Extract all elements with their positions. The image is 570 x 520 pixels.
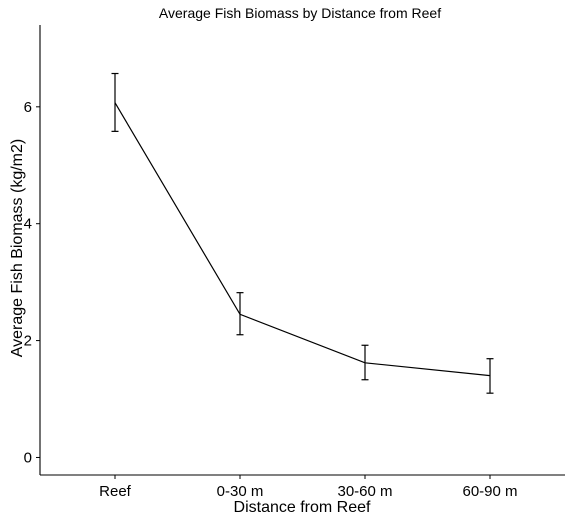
- error-bar: [236, 292, 244, 336]
- x-tick-label: 60-90 m: [462, 483, 517, 500]
- y-tick-label: 6: [24, 99, 32, 116]
- x-tick-label: 30-60 m: [337, 483, 392, 500]
- y-tick-label: 4: [24, 216, 32, 233]
- y-tick-label: 2: [24, 333, 32, 350]
- error-bar: [361, 344, 369, 381]
- plot-area: 0 2 4 6 Reef 0-30 m 30-60 m 60-90 m: [24, 25, 565, 500]
- y-tick-label: 0: [24, 449, 32, 466]
- x-axis-title: Distance from Reef: [234, 499, 371, 516]
- x-tick-label: 0-30 m: [217, 483, 264, 500]
- error-bar: [111, 72, 119, 132]
- chart-title: Average Fish Biomass by Distance from Re…: [159, 5, 441, 21]
- series-line: [114, 102, 491, 377]
- y-axis-title: Average Fish Biomass (kg/m2): [9, 139, 26, 357]
- error-bar: [486, 358, 494, 394]
- x-tick-label: Reef: [99, 483, 132, 500]
